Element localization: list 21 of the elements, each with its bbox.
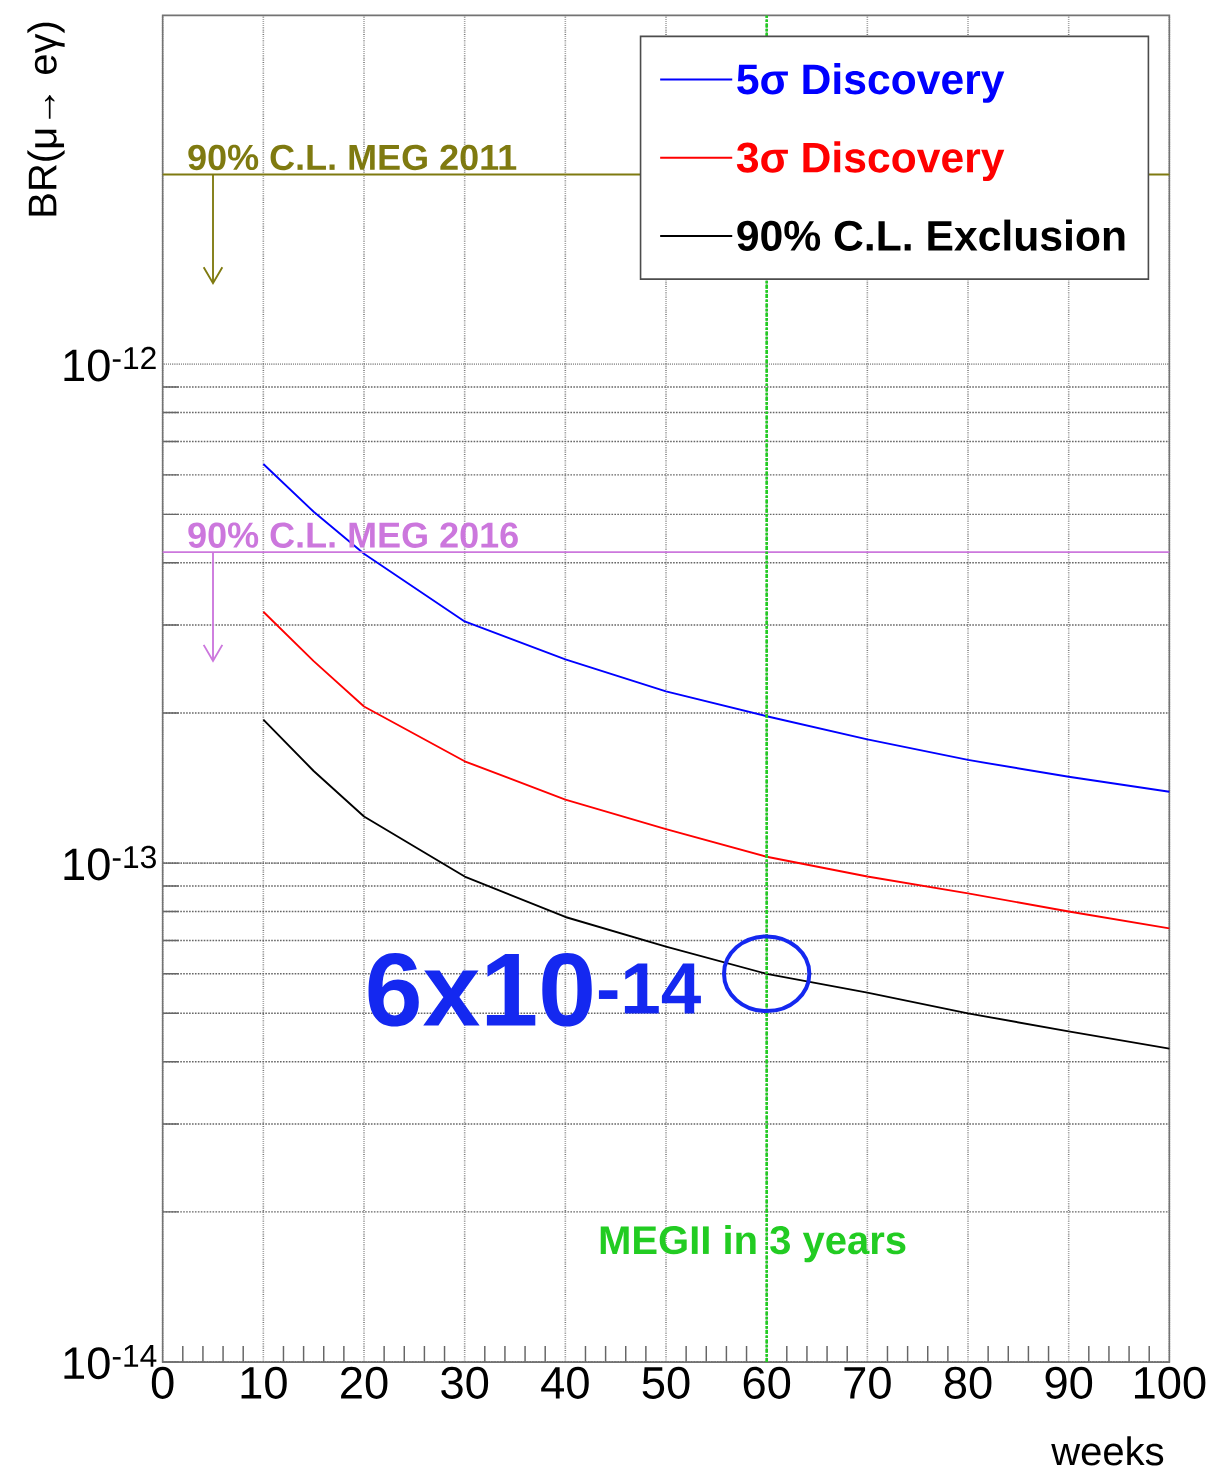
annotation: 6x10$^{-14}$: [368, 952, 702, 1027]
y-axis-title: BR(μ→ eγ): [27, 22, 65, 216]
x-tick-label: 90: [1045, 1366, 1093, 1399]
ref-line-label: 90% C.L. MEG 2011: [188, 144, 517, 171]
x-tick-label: 30: [441, 1366, 489, 1399]
ref-line-label: MEGII in 3 years: [600, 1224, 906, 1263]
x-tick-label: 80: [944, 1366, 992, 1399]
x-axis-title: weeks: [1051, 1436, 1164, 1466]
legend-label: 3σ Discovery: [737, 141, 1005, 182]
x-tick-label: 70: [844, 1366, 891, 1399]
x-tick-label: 40: [541, 1366, 589, 1399]
x-tick-label: 100: [1135, 1366, 1206, 1399]
ref-line-label: 90% C.L. MEG 2016: [188, 522, 519, 548]
x-tick-label: 10: [241, 1366, 287, 1399]
legend-label: 90% C.L. Exclusion: [737, 219, 1125, 251]
y-tick-label: 10$^{-13}$: [64, 845, 157, 881]
legend-label: 5σ Discovery: [737, 63, 1005, 103]
x-tick-label: 50: [642, 1366, 690, 1399]
y-tick-label: 10$^{-12}$: [64, 346, 156, 382]
x-tick-label: 60: [743, 1366, 791, 1399]
x-tick-label: 20: [341, 1366, 388, 1399]
